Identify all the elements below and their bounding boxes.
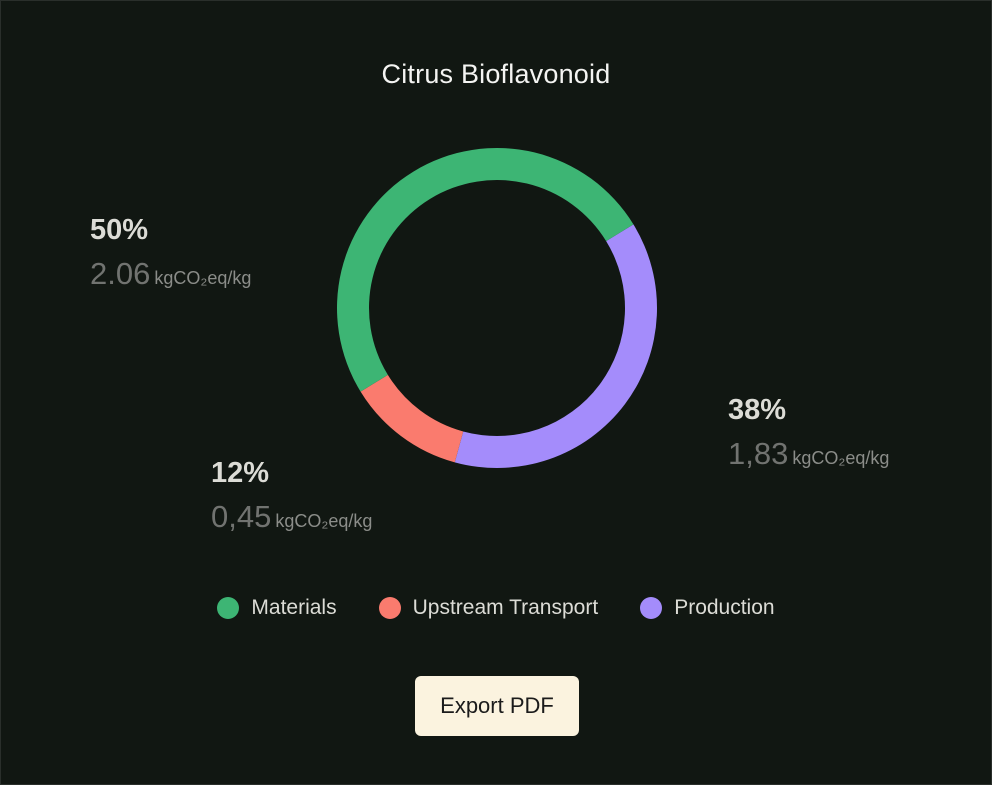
legend-label-upstream-transport: Upstream Transport [412,596,599,619]
upstream-transport-value: 0,45 [211,499,272,534]
legend-label-production: Production [674,596,775,619]
callout-production: 38% 1,83 kgCO₂eq/kg [728,393,889,477]
legend-label-materials: Materials [251,596,337,619]
legend-item-upstream-transport: Upstream Transport [378,596,599,620]
materials-unit: kgCO₂eq/kg [154,268,252,288]
production-unit: kgCO₂eq/kg [792,448,890,468]
legend-swatch-production [640,597,663,619]
donut-slice-materials [337,148,634,392]
production-percent: 38% [728,394,787,426]
callout-materials: 50% 2.06 kgCO₂eq/kg [90,213,251,297]
upstream-transport-unit: kgCO₂eq/kg [275,511,373,531]
legend-item-materials: Materials [217,596,337,620]
legend-item-production: Production [640,596,775,620]
chart-legend: Materials Upstream Transport Production [1,596,991,620]
legend-swatch-materials [217,597,240,619]
upstream-transport-percent: 12% [211,457,270,489]
chart-title: Citrus Bioflavonoid [381,59,611,89]
export-pdf-button[interactable]: Export PDF [415,676,579,736]
production-value: 1,83 [728,436,789,471]
donut-slice-upstream-transport [360,374,464,463]
materials-value: 2.06 [90,256,151,291]
callout-upstream-transport: 12% 0,45 kgCO₂eq/kg [211,456,372,540]
legend-swatch-upstream-transport [378,597,401,619]
materials-percent: 50% [90,214,149,246]
donut-slice-production [454,224,658,468]
